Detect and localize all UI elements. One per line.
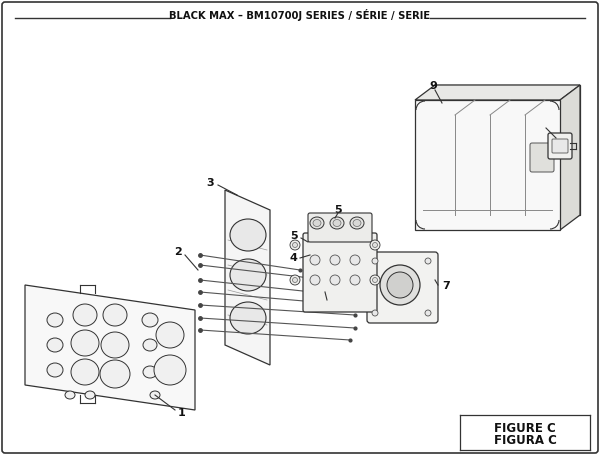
Ellipse shape	[103, 304, 127, 326]
Ellipse shape	[380, 265, 420, 305]
Ellipse shape	[373, 243, 377, 248]
FancyBboxPatch shape	[548, 133, 572, 159]
Ellipse shape	[47, 313, 63, 327]
Ellipse shape	[330, 255, 340, 265]
Ellipse shape	[290, 275, 300, 285]
Text: 3: 3	[206, 178, 214, 188]
Ellipse shape	[230, 302, 266, 334]
Ellipse shape	[310, 255, 320, 265]
Ellipse shape	[387, 272, 413, 298]
Ellipse shape	[156, 322, 184, 348]
Ellipse shape	[150, 391, 160, 399]
Ellipse shape	[47, 363, 63, 377]
Text: 5: 5	[334, 205, 342, 215]
FancyBboxPatch shape	[367, 252, 438, 323]
Ellipse shape	[330, 275, 340, 285]
Ellipse shape	[143, 366, 157, 378]
Ellipse shape	[230, 259, 266, 291]
Ellipse shape	[73, 304, 97, 326]
Ellipse shape	[101, 332, 129, 358]
Ellipse shape	[293, 278, 298, 283]
Polygon shape	[560, 85, 580, 230]
FancyBboxPatch shape	[308, 213, 372, 242]
Ellipse shape	[154, 355, 186, 385]
Ellipse shape	[71, 359, 99, 385]
FancyBboxPatch shape	[552, 139, 568, 153]
Ellipse shape	[47, 338, 63, 352]
Ellipse shape	[350, 255, 360, 265]
Ellipse shape	[290, 240, 300, 250]
Ellipse shape	[65, 391, 75, 399]
Ellipse shape	[100, 360, 130, 388]
Ellipse shape	[310, 275, 320, 285]
Ellipse shape	[230, 219, 266, 251]
Text: 7: 7	[442, 281, 450, 291]
Ellipse shape	[143, 339, 157, 351]
Text: 4: 4	[289, 253, 297, 263]
Polygon shape	[415, 100, 560, 230]
Ellipse shape	[313, 219, 321, 227]
Text: FIGURA C: FIGURA C	[494, 435, 556, 448]
Text: 6: 6	[323, 298, 331, 308]
Polygon shape	[435, 85, 580, 215]
Ellipse shape	[330, 217, 344, 229]
Text: FIGURE C: FIGURE C	[494, 421, 556, 435]
Text: 2: 2	[174, 247, 182, 257]
Polygon shape	[415, 85, 580, 100]
Ellipse shape	[142, 313, 158, 327]
Polygon shape	[225, 190, 270, 365]
Ellipse shape	[425, 258, 431, 264]
Ellipse shape	[85, 391, 95, 399]
Ellipse shape	[310, 217, 324, 229]
FancyBboxPatch shape	[303, 233, 377, 312]
Text: 5: 5	[290, 231, 298, 241]
Ellipse shape	[353, 219, 361, 227]
Ellipse shape	[71, 330, 99, 356]
Ellipse shape	[372, 310, 378, 316]
Ellipse shape	[425, 310, 431, 316]
Text: 8: 8	[539, 120, 547, 130]
Ellipse shape	[350, 275, 360, 285]
Ellipse shape	[293, 243, 298, 248]
Ellipse shape	[350, 217, 364, 229]
Text: 1: 1	[178, 408, 186, 418]
Ellipse shape	[373, 278, 377, 283]
Ellipse shape	[333, 219, 341, 227]
Ellipse shape	[370, 240, 380, 250]
Text: 9: 9	[429, 81, 437, 91]
FancyBboxPatch shape	[530, 143, 554, 172]
Polygon shape	[25, 285, 195, 410]
Text: BLACK MAX – BM10700J SERIES / SÉRIE / SERIE: BLACK MAX – BM10700J SERIES / SÉRIE / SE…	[169, 9, 431, 21]
Ellipse shape	[370, 275, 380, 285]
Ellipse shape	[372, 258, 378, 264]
